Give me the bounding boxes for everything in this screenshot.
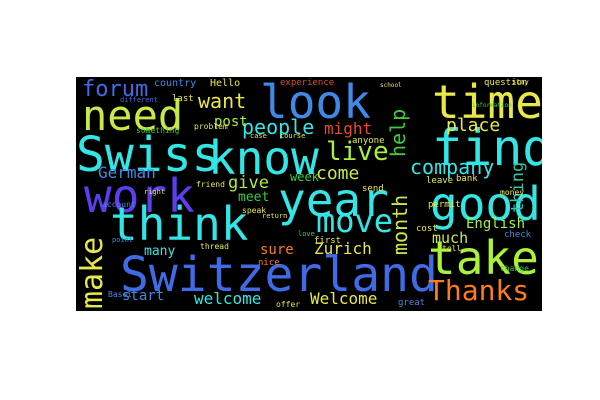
word-welcome-cap: Welcome [310,289,378,308]
word-post: post [214,114,248,130]
word-move: move [316,202,394,240]
word-week: week [290,170,319,184]
word-work: work [84,169,195,223]
word-money: money [500,188,525,197]
word-look: look [260,77,371,129]
word-know: know [208,131,319,185]
word-thanks: Thanks [428,274,530,307]
word-great: great [398,298,426,308]
word-information: information [472,102,512,109]
word-want: want [198,89,247,113]
word-country: country [154,78,197,89]
word-something: something [136,126,180,135]
word-case: case [250,132,267,140]
word-welcome-lower: welcome [194,289,262,308]
word-make: make [76,236,110,309]
word-company: company [410,155,495,179]
word-account: account [102,200,136,209]
word-switzerland: Switzerland [120,247,438,303]
word-give: give [228,173,269,193]
word-tell: tell [442,244,462,253]
word-many: many [144,244,176,259]
word-time: time [432,77,542,129]
word-month: month [388,194,412,255]
word-cloud-canvas: look need time Swiss know find work year… [76,77,542,311]
word-much: much [432,229,469,247]
word-speak: speak [242,206,267,215]
word-german: German [98,163,156,182]
word-year: year [278,173,389,227]
word-need: need [82,91,184,140]
word-sure: sure [260,242,294,258]
word-place: place [446,115,501,136]
word-live: live [326,137,389,167]
word-send: send [362,184,384,194]
word-anyone: anyone [352,136,385,146]
word-forum: forum [82,77,149,102]
word-change: change [500,264,529,273]
word-return: return [262,212,288,220]
word-hello: Hello [210,78,241,89]
word-find: find [432,119,542,177]
word-last: last [172,94,194,104]
word-right: right [144,188,166,196]
word-stay: stay [512,78,529,86]
word-check: check [504,230,532,240]
word-people: people [242,115,315,139]
word-thread: thread [200,242,229,251]
word-start: start [122,288,165,304]
word-point: point [112,236,134,244]
word-course: course [280,132,306,140]
word-good: good [430,177,541,231]
word-think: think [110,197,249,251]
word-friend: friend [196,180,225,189]
word-permit: permit [428,200,461,210]
word-take: take [428,231,539,285]
word-first: first [314,236,342,246]
word-swiss: Swiss [76,127,221,183]
word-come: come [316,163,360,184]
word-school: school [380,82,402,89]
word-love: love [298,230,315,238]
word-english: English [466,216,526,232]
word-problem: problem [194,122,228,131]
word-basel: Basel [108,290,133,299]
word-different: different [120,96,158,104]
word-bank: bank [456,174,478,184]
word-question: question [484,78,528,88]
word-meet: meet [238,190,270,205]
word-nice: nice [258,258,280,268]
word-cost: cost [416,224,438,234]
word-leave: leave [426,176,454,186]
word-offer: offer [276,300,301,309]
word-zurich: Zurich [314,239,372,258]
word-help: help [386,108,410,157]
word-might: might [324,119,373,138]
word-experience: experience [280,78,335,88]
